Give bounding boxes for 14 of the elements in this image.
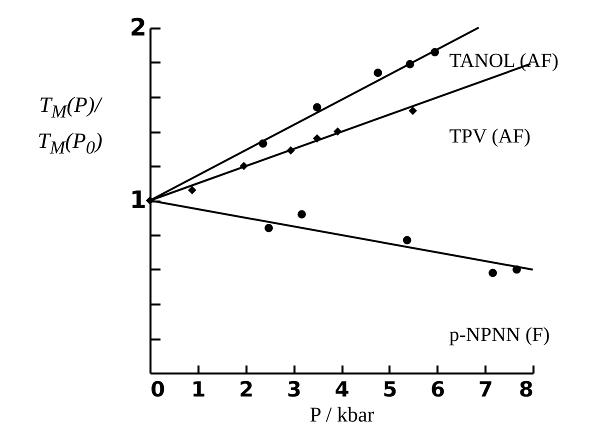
x-tick-label: 5 [382,378,398,402]
x-tick-label: 8 [518,378,534,402]
x-tick-label: 1 [191,378,206,402]
x-tick-label: 3 [286,378,302,402]
y-axis-title: T$_{M}$(P)/T$_{M}$(P$_{0}$) [36,92,104,160]
text: p-NPNN (F) [449,324,550,346]
series-label: TPV (AF) [449,126,531,148]
x-tick-label: 0 [150,378,166,402]
x-tick-label: 2 [238,378,254,402]
series-label: TANOL (AF) [449,50,559,72]
x-axis-title: P / kbar [310,402,374,426]
x-tick-label: 7 [478,378,493,402]
x-tick-label: 6 [430,378,446,402]
x-tick-label: 4 [334,378,350,402]
